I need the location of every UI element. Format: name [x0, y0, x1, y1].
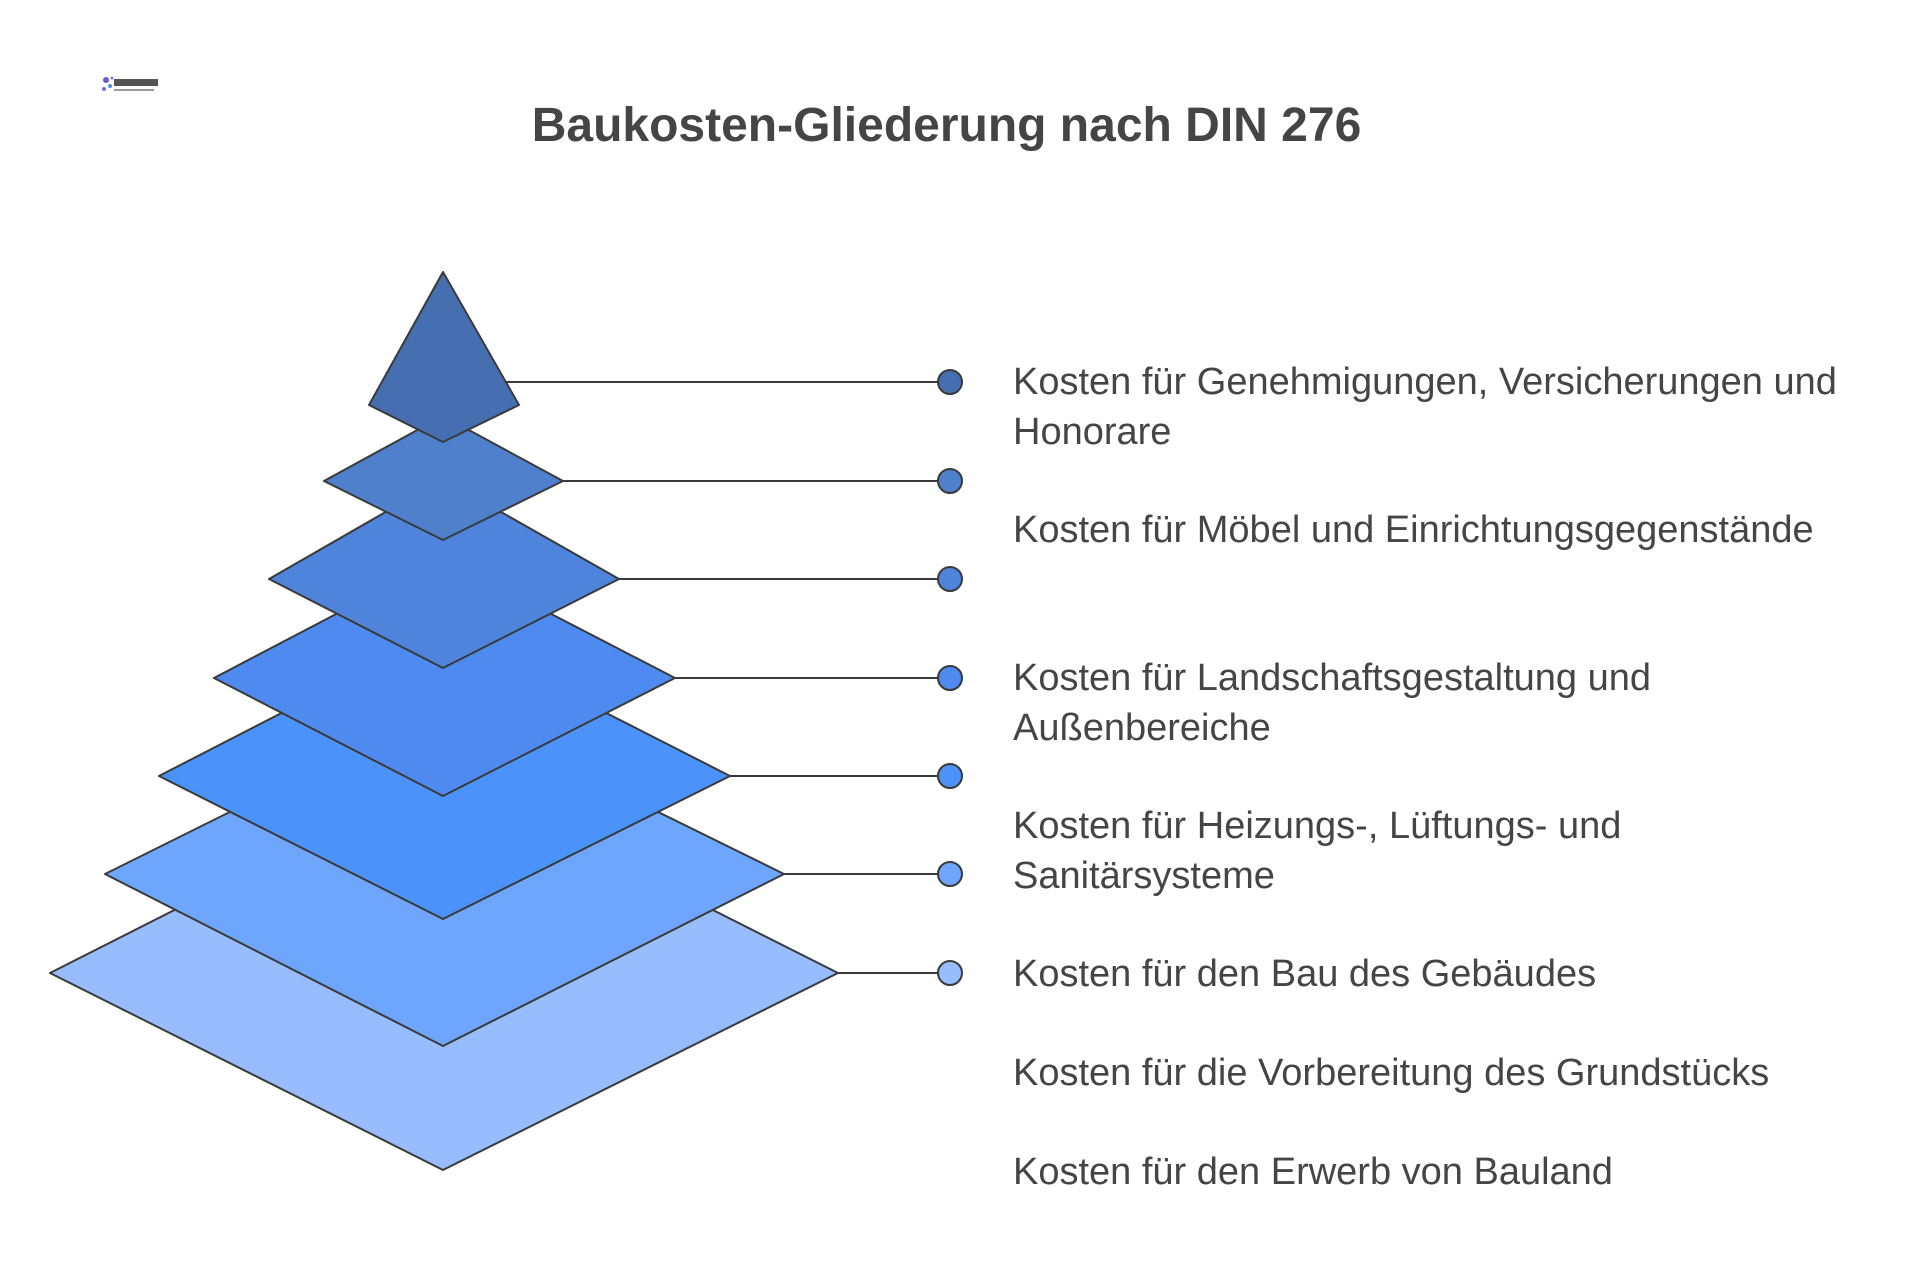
pyramid-layers — [49, 271, 839, 1171]
connector-dots — [937, 369, 963, 986]
label-vorbereitung-grundstueck: Kosten für die Vorbereitung des Grundstü… — [1013, 1052, 1770, 1094]
fm-connect-logo — [102, 76, 158, 91]
connector-dot-6 — [937, 861, 963, 887]
connector-dot-4 — [937, 665, 963, 691]
label-landschaftsgestaltung: Kosten für Landschaftsgestaltung und Auß… — [1013, 657, 1652, 749]
connector-lines — [505, 381, 950, 974]
label-bau-gebaeude: Kosten für den Bau des Gebäudes — [1013, 953, 1597, 995]
pyramid-top — [368, 271, 520, 443]
connector-dot-7 — [937, 960, 963, 986]
connector-dot-5 — [937, 763, 963, 789]
label-genehmigungen: Kosten für Genehmigungen, Versicherungen… — [1013, 361, 1837, 453]
label-erwerb-bauland: Kosten für den Erwerb von Bauland — [1013, 1151, 1613, 1193]
connector-dot-3 — [937, 566, 963, 592]
label-moebel: Kosten für Möbel und Einrichtungsgegenst… — [1013, 509, 1814, 551]
label-heizung-lueftung-sanitaer: Kosten für Heizungs-, Lüftungs- und Sani… — [1013, 805, 1622, 897]
connector-dot-2 — [937, 468, 963, 494]
connector-dot-1 — [937, 369, 963, 395]
page-title: Baukosten-Gliederung nach DIN 276 — [531, 99, 1362, 152]
